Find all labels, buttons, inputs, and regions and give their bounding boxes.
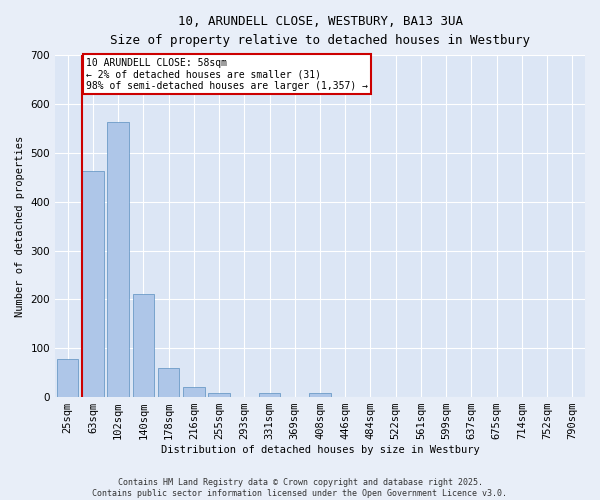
Bar bbox=[208, 393, 230, 397]
Bar bbox=[259, 393, 280, 397]
Bar bbox=[133, 294, 154, 397]
Text: Contains HM Land Registry data © Crown copyright and database right 2025.
Contai: Contains HM Land Registry data © Crown c… bbox=[92, 478, 508, 498]
Bar bbox=[183, 388, 205, 397]
X-axis label: Distribution of detached houses by size in Westbury: Distribution of detached houses by size … bbox=[161, 445, 479, 455]
Bar bbox=[107, 122, 129, 397]
Bar bbox=[158, 368, 179, 397]
Y-axis label: Number of detached properties: Number of detached properties bbox=[15, 136, 25, 316]
Title: 10, ARUNDELL CLOSE, WESTBURY, BA13 3UA
Size of property relative to detached hou: 10, ARUNDELL CLOSE, WESTBURY, BA13 3UA S… bbox=[110, 15, 530, 47]
Bar bbox=[57, 359, 79, 397]
Bar bbox=[309, 393, 331, 397]
Bar bbox=[82, 171, 104, 397]
Text: 10 ARUNDELL CLOSE: 58sqm
← 2% of detached houses are smaller (31)
98% of semi-de: 10 ARUNDELL CLOSE: 58sqm ← 2% of detache… bbox=[86, 58, 368, 91]
